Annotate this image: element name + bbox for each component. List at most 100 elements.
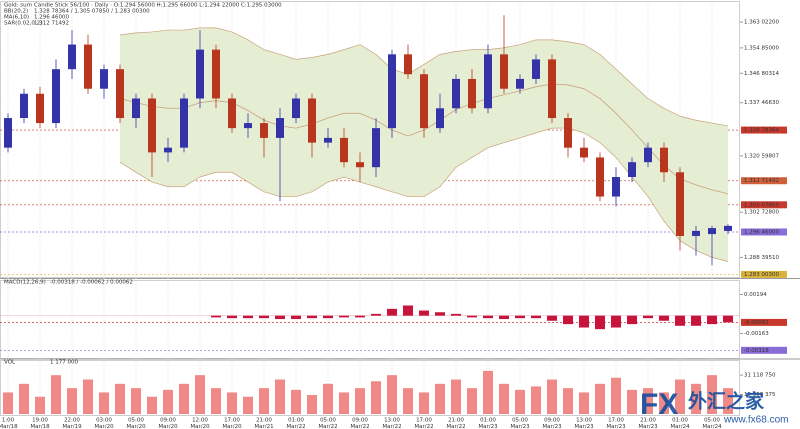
- candle-body: [212, 49, 220, 99]
- x-tick-label: 22:00: [64, 418, 80, 424]
- x-tick-date: Mar/22: [446, 424, 465, 429]
- x-tick-date: Mar/24: [670, 424, 690, 429]
- candle-body: [116, 69, 124, 119]
- candle-body: [148, 98, 156, 153]
- watermark: FX 外汇之家 www.fx68.com: [640, 388, 788, 426]
- y-tick-label: 0.00194: [744, 292, 767, 298]
- candle-body: [196, 49, 204, 99]
- bar: [67, 388, 77, 414]
- x-tick-date: Mar/23: [510, 424, 530, 429]
- candle-body: [548, 59, 556, 119]
- candle-body: [644, 147, 652, 163]
- candle-body: [180, 98, 188, 148]
- candle-body: [100, 69, 108, 89]
- bar: [483, 315, 493, 319]
- y-tick-label: -0.00163: [744, 331, 769, 337]
- bar: [227, 315, 237, 319]
- x-tick-date: Mar/18: [30, 424, 50, 429]
- bar: [323, 383, 333, 414]
- legend-value: 1.312 71492: [34, 21, 69, 27]
- bar: [643, 315, 653, 319]
- x-tick-date: Mar/22: [350, 424, 369, 429]
- candle-body: [340, 137, 348, 163]
- bar: [659, 392, 669, 414]
- x-tick-date: Mar/23: [542, 424, 562, 429]
- bar: [435, 312, 445, 316]
- bar: [611, 315, 621, 328]
- bar: [467, 388, 477, 414]
- bar: [355, 388, 365, 414]
- bar: [723, 388, 733, 414]
- bar: [515, 389, 525, 414]
- x-tick-date: Mar/20: [94, 424, 114, 429]
- bar: [387, 375, 397, 414]
- level-label-box: [741, 318, 787, 326]
- x-tick-label: 05:00: [704, 418, 720, 424]
- watermark-url: www.fx68.com: [723, 415, 788, 426]
- candle-body: [324, 137, 332, 143]
- y-tick-label: 1.346 80314: [744, 71, 779, 77]
- bar: [243, 315, 253, 319]
- candle-body: [660, 147, 668, 173]
- band-lower: [119, 127, 729, 262]
- candle-body: [372, 128, 380, 168]
- x-tick-date: Mar/20: [190, 424, 210, 429]
- level-label: -0.00318: [744, 348, 769, 354]
- level-label-box: [741, 201, 787, 209]
- level-label: 1.328 78364: [744, 128, 779, 134]
- bar: [211, 388, 221, 414]
- level-label-box: [741, 270, 787, 278]
- candle-body: [596, 157, 604, 197]
- x-tick-date: Mar/18: [0, 424, 18, 429]
- candle-body: [228, 98, 236, 129]
- x-tick-label: 12:00: [192, 418, 208, 424]
- y-tick-label: 1.337 46630: [744, 100, 779, 106]
- band-fill: [120, 27, 728, 262]
- bar: [227, 392, 237, 414]
- candle-body: [276, 118, 284, 138]
- candle-body: [516, 78, 524, 89]
- main-pane-frame: [0, 1, 740, 278]
- bar: [643, 388, 653, 414]
- bar: [627, 389, 637, 414]
- bar: [291, 389, 301, 414]
- bar: [707, 375, 717, 414]
- band-upper: [119, 27, 729, 127]
- candle-body: [452, 78, 460, 109]
- candle-body: [388, 54, 396, 129]
- bar: [723, 315, 733, 323]
- x-tick-label: 21:00: [256, 418, 272, 424]
- candle-body: [260, 123, 268, 138]
- candle-body: [436, 108, 444, 129]
- x-tick-date: Mar/20: [158, 424, 178, 429]
- y-tick-label: 1.363 02200: [744, 20, 779, 26]
- bar: [179, 383, 189, 414]
- bar: [435, 383, 445, 414]
- candle-body: [580, 147, 588, 158]
- candle-body: [36, 93, 44, 124]
- bar: [115, 383, 125, 414]
- bar: [275, 315, 285, 320]
- x-tick-label: 05:00: [512, 418, 528, 424]
- bar: [611, 377, 621, 414]
- x-tick-label: 13:00: [576, 418, 592, 424]
- bar: [307, 315, 317, 319]
- legend-value: 1.328 78364 / 1.305 07850 / 1.283 00300: [34, 9, 150, 15]
- watermark-name: 外汇之家: [688, 390, 765, 413]
- x-tick-label: 05:00: [320, 418, 336, 424]
- x-tick-label: 21:00: [640, 418, 656, 424]
- bar: [451, 313, 461, 316]
- bar: [515, 315, 525, 319]
- level-label: 1.305 07850: [744, 202, 779, 208]
- bar: [659, 315, 669, 321]
- x-tick-label: 09:00: [544, 418, 560, 424]
- bar: [691, 315, 701, 326]
- bar: [707, 315, 717, 325]
- bar: [35, 396, 45, 414]
- y-tick-label: 31 118 750: [744, 373, 776, 379]
- x-tick-label: 19:00: [32, 418, 48, 424]
- candle-body: [356, 162, 364, 168]
- bar: [547, 379, 557, 414]
- x-tick-date: Mar/19: [62, 424, 82, 429]
- x-tick-date: Mar/23: [638, 424, 658, 429]
